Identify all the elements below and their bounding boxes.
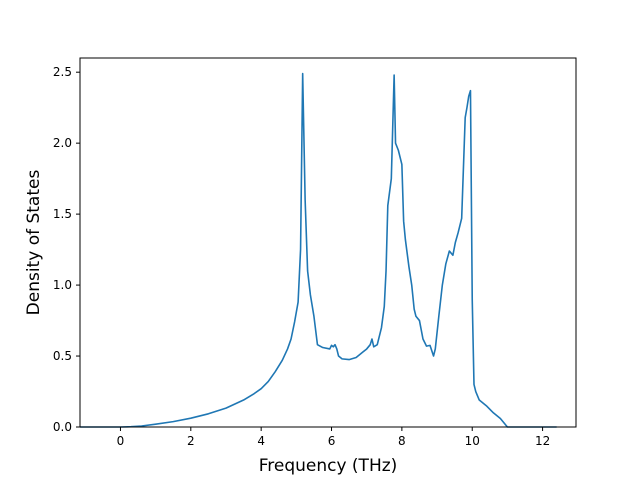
y-axis-ticks: 0.0 0.5 1.0 1.5 2.0 2.5: [53, 65, 80, 434]
x-axis-ticks: 0 2 4 6 8 10 12: [117, 427, 550, 448]
dos-series-line: [80, 72, 557, 428]
y-tick-label: 0.5: [53, 349, 72, 363]
y-tick-label: 1.0: [53, 278, 72, 292]
x-tick-label: 8: [398, 434, 406, 448]
x-tick-label: 10: [465, 434, 480, 448]
plot-frame: [79, 57, 577, 428]
x-tick-label: 0: [117, 434, 125, 448]
y-axis-label: Density of States: [24, 170, 44, 316]
x-tick-label: 4: [257, 434, 265, 448]
x-axis-label: Frequency (THz): [259, 456, 398, 476]
y-tick-label: 2.0: [53, 136, 72, 150]
x-tick-label: 2: [187, 434, 195, 448]
y-tick-label: 0.0: [53, 420, 72, 434]
y-tick-label: 2.5: [53, 65, 72, 79]
x-tick-label: 6: [328, 434, 336, 448]
y-tick-label: 1.5: [53, 207, 72, 221]
plot-area: [80, 72, 557, 428]
x-tick-label: 12: [535, 434, 550, 448]
